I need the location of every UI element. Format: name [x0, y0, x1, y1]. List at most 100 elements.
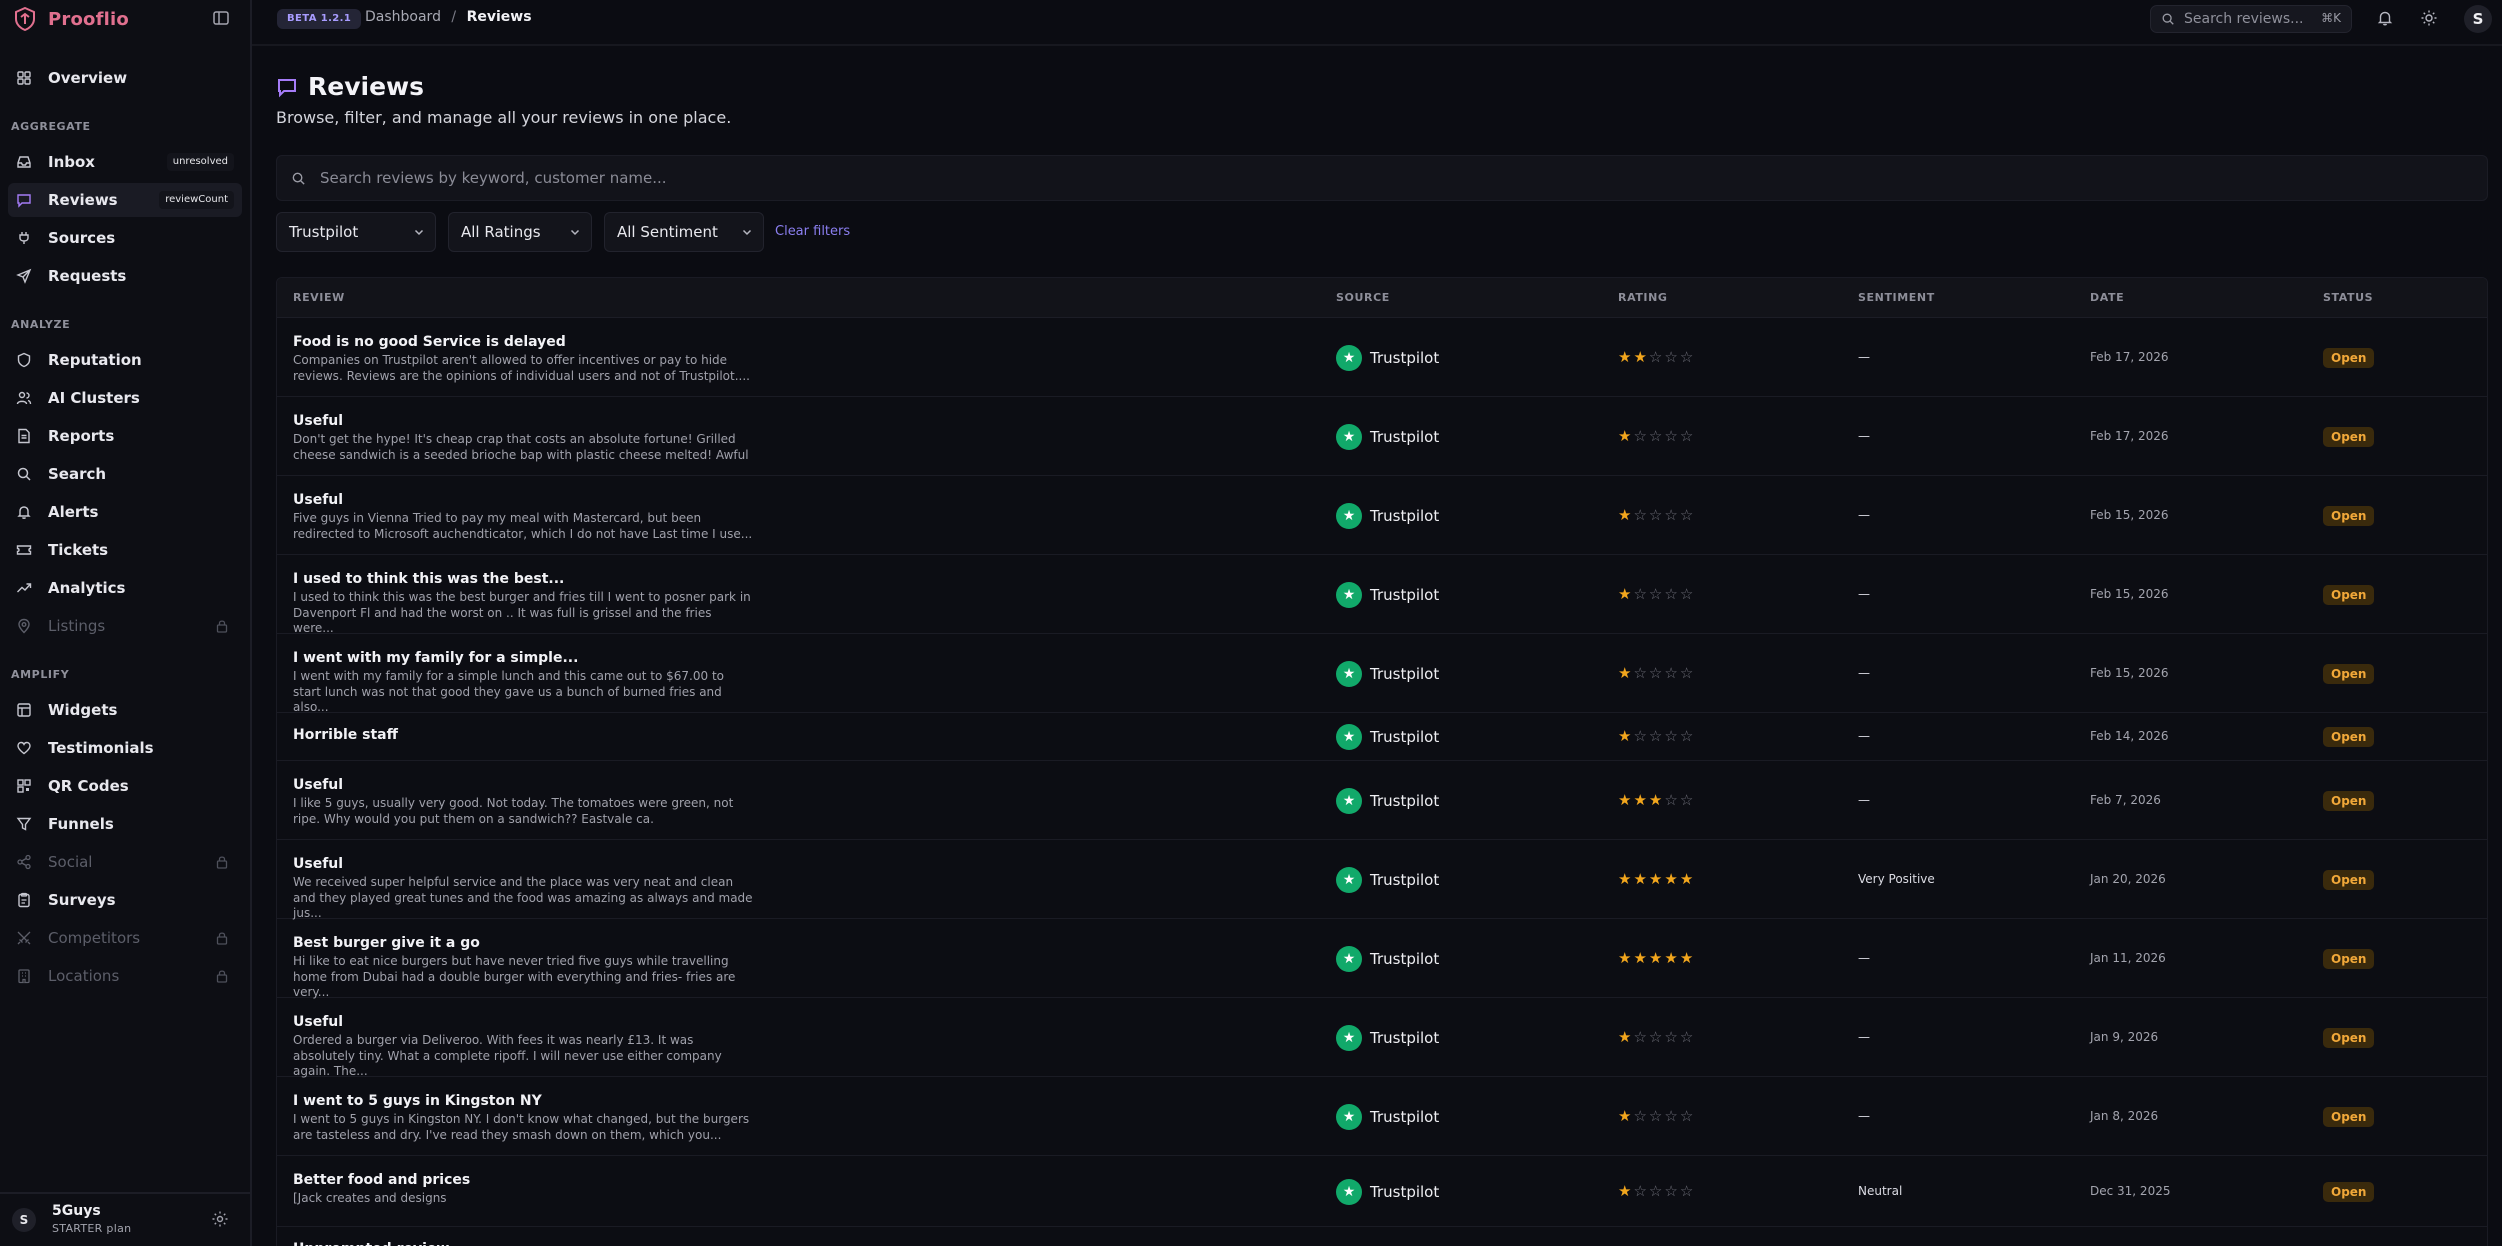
table-row[interactable]: Horrible staff ★ Trustpilot ★ ☆ ☆ ☆ ☆ — Feb 14, 2… [277, 713, 2487, 761]
table-row[interactable]: Useful Don't get the hype! It's cheap cra… [277, 397, 2487, 476]
status-badge[interactable]: Open [2323, 426, 2375, 447]
table-row[interactable]: Useful We received super helpful service … [277, 840, 2487, 920]
table-row[interactable]: Best burger give it a go Hi like to eat n… [277, 919, 2487, 999]
sentiment-filter-select[interactable]: All Sentiment [604, 212, 764, 252]
table-row[interactable]: Better food and prices [Jack creates and … [277, 1156, 2487, 1227]
star-filled-icon: ★ [1618, 869, 1632, 888]
review-excerpt: Hi like to eat nice burgers but have nev… [293, 954, 736, 999]
source-name: Trustpilot [1370, 791, 1440, 810]
review-title[interactable]: Useful [293, 777, 344, 793]
workspace-name: 5Guys [52, 1203, 101, 1219]
review-search-input[interactable]: Search reviews by keyword, customer name… [276, 155, 2488, 201]
table-row[interactable]: Useful I like 5 guys, usually very good. … [277, 761, 2487, 840]
table-row[interactable]: I went with my family for a simple... I w… [277, 634, 2487, 714]
column-header-review[interactable]: REVIEW [293, 291, 345, 304]
review-title[interactable]: I went with my family for a simple... [293, 650, 579, 666]
sun-icon[interactable] [2420, 9, 2438, 27]
status-badge[interactable]: Open [2323, 505, 2375, 526]
status-badge[interactable]: Open [2323, 727, 2375, 747]
sidebar-item-widgets[interactable]: Widgets [8, 693, 242, 727]
star-filled-icon: ★ [1648, 790, 1663, 809]
map-pin-icon [18, 618, 30, 634]
breadcrumb-dashboard[interactable]: Dashboard [365, 9, 441, 25]
sidebar-item-funnels[interactable]: Funnels [8, 807, 242, 841]
status-badge[interactable]: Open [2323, 948, 2375, 969]
sidebar-item-requests[interactable]: Requests [8, 259, 242, 293]
clear-filters-link[interactable]: Clear filters [775, 224, 851, 239]
sidebar-item-alerts[interactable]: Alerts [8, 495, 242, 529]
page-title-text: Reviews [308, 72, 425, 101]
sidebar-item-qr-codes[interactable]: QR Codes [8, 769, 242, 803]
sidebar-item-reputation[interactable]: Reputation [8, 343, 242, 377]
status-badge[interactable]: Open [2323, 1027, 2375, 1048]
star-empty-icon: ☆ [1679, 347, 1694, 366]
rating-filter-select[interactable]: All Ratings [448, 212, 592, 252]
review-title[interactable]: Food is no good Service is delayed [293, 334, 566, 350]
source-filter-select[interactable]: Trustpilot [276, 212, 436, 252]
sidebar-item-overview[interactable]: Overview [8, 61, 242, 95]
review-title[interactable]: Best burger give it a go [293, 935, 480, 951]
star-filled-icon: ★ [1618, 347, 1632, 366]
sidebar-item-tickets[interactable]: Tickets [8, 533, 242, 567]
review-title[interactable]: Useful [293, 856, 344, 872]
sidebar-item-inbox[interactable]: Inbox unresolved [8, 145, 242, 179]
rating-filter-value: All Ratings [461, 223, 541, 241]
review-excerpt: I went with my family for a simple lunch… [293, 669, 724, 714]
sidebar-item-testimonials[interactable]: Testimonials [8, 731, 242, 765]
star-filled-icon: ★ [1633, 347, 1647, 366]
table-row[interactable]: Useful Ordered a burger via Deliveroo. Wi… [277, 998, 2487, 1078]
trustpilot-icon: ★ [1336, 423, 1362, 450]
sidebar-item-search[interactable]: Search [8, 457, 242, 491]
status-badge[interactable]: Open [2323, 790, 2375, 811]
column-header-sentiment[interactable]: SENTIMENT [1858, 291, 1935, 304]
status-badge[interactable]: Open [2323, 1181, 2375, 1202]
sidebar-item-locations[interactable]: Locations [8, 959, 242, 993]
sidebar-item-analytics[interactable]: Analytics [8, 571, 242, 605]
status-badge[interactable]: Open [2323, 347, 2375, 368]
workspace-switcher[interactable]: S 5Guys STARTER plan [0, 1192, 250, 1246]
review-title[interactable]: I went to 5 guys in Kingston NY [293, 1093, 542, 1109]
table-row[interactable]: Unprompted review [277, 1227, 2487, 1246]
status-badge[interactable]: Open [2323, 584, 2375, 605]
user-avatar[interactable]: S [2464, 5, 2492, 33]
brand[interactable]: Prooflio [14, 6, 129, 32]
collapse-sidebar-icon[interactable] [211, 8, 231, 28]
chevron-down-icon [570, 229, 580, 236]
sidebar-item-social[interactable]: Social [8, 845, 242, 879]
review-title[interactable]: I used to think this was the best... [293, 571, 565, 587]
table-row[interactable]: I went to 5 guys in Kingston NY I went to… [277, 1077, 2487, 1156]
global-search-input[interactable]: Search reviews... ⌘K [2150, 5, 2352, 33]
section-label-aggregate: AGGREGATE [11, 120, 91, 133]
sidebar-item-reviews[interactable]: Reviews reviewCount [8, 183, 242, 217]
table-row[interactable]: I used to think this was the best... I us… [277, 555, 2487, 635]
status-badge[interactable]: Open [2323, 869, 2375, 890]
review-title[interactable]: Unprompted review [293, 1241, 449, 1246]
review-title[interactable]: Useful [293, 413, 344, 429]
review-title[interactable]: Useful [293, 1014, 344, 1030]
column-header-date[interactable]: DATE [2090, 291, 2125, 304]
review-date: Feb 15, 2026 [2090, 507, 2169, 522]
review-title[interactable]: Horrible staff [293, 727, 398, 743]
column-header-source[interactable]: SOURCE [1336, 291, 1390, 304]
column-header-rating[interactable]: RATING [1618, 291, 1668, 304]
source-name: Trustpilot [1370, 949, 1440, 968]
review-title[interactable]: Better food and prices [293, 1172, 471, 1188]
sidebar-item-competitors[interactable]: Competitors [8, 921, 242, 955]
sidebar-item-surveys[interactable]: Surveys [8, 883, 242, 917]
star-filled-icon: ★ [1633, 790, 1647, 809]
column-header-status[interactable]: STATUS [2323, 291, 2374, 304]
sidebar-item-listings[interactable]: Listings [8, 609, 242, 643]
table-row[interactable]: Food is no good Service is delayed Compan… [277, 318, 2487, 397]
sidebar-item-sources[interactable]: Sources [8, 221, 242, 255]
sentiment-value: — [1858, 349, 1870, 364]
table-row[interactable]: Useful Five guys in Vienna Tried to pay m… [277, 476, 2487, 555]
bell-icon[interactable] [2376, 9, 2394, 27]
status-badge[interactable]: Open [2323, 1106, 2375, 1127]
sidebar-item-reports[interactable]: Reports [8, 419, 242, 453]
sidebar-item-ai-clusters[interactable]: AI Clusters [8, 381, 242, 415]
trustpilot-icon: ★ [1336, 787, 1362, 814]
gear-icon[interactable] [211, 1210, 229, 1228]
status-badge[interactable]: Open [2323, 663, 2375, 684]
review-title[interactable]: Useful [293, 492, 344, 508]
star-filled-icon: ★ [1618, 948, 1632, 967]
